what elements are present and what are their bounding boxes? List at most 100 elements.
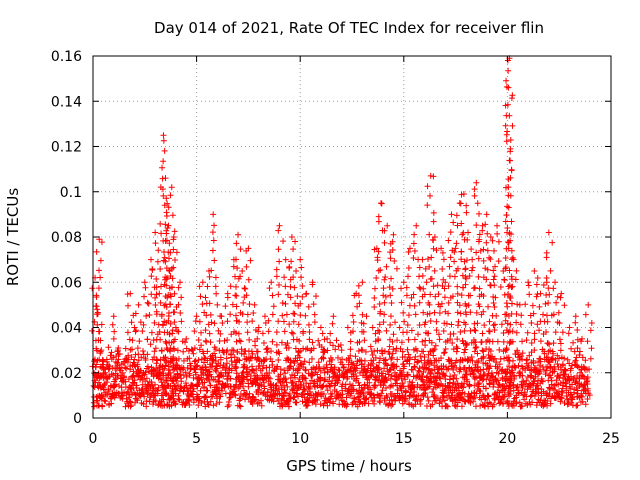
data-point [540, 281, 547, 288]
y-axis-label: ROTI / TECUs [4, 188, 22, 286]
data-point [174, 347, 181, 354]
data-point [387, 313, 394, 320]
data-point [349, 382, 356, 389]
data-point [124, 291, 131, 298]
data-point [576, 352, 583, 359]
data-point [387, 383, 394, 390]
data-point [569, 394, 576, 401]
data-point [449, 339, 456, 346]
data-point [429, 401, 436, 408]
data-point [458, 395, 465, 402]
data-point [236, 402, 243, 409]
data-point [241, 363, 248, 370]
data-point [263, 346, 270, 353]
data-point [186, 402, 193, 409]
data-point [254, 335, 261, 342]
data-point [517, 372, 524, 379]
data-point [355, 347, 362, 354]
data-point [503, 112, 510, 119]
data-point [413, 372, 420, 379]
data-point [335, 377, 342, 384]
data-point [460, 191, 467, 198]
data-point [371, 382, 378, 389]
data-point [255, 328, 262, 335]
data-point [164, 294, 171, 301]
data-point [326, 358, 333, 365]
data-point [259, 365, 266, 372]
data-point [235, 330, 242, 337]
data-point [202, 294, 209, 301]
data-point [416, 322, 423, 329]
data-point [163, 282, 170, 289]
data-point [279, 300, 286, 307]
data-point [569, 381, 576, 388]
data-point [530, 357, 537, 364]
data-point [102, 398, 109, 405]
data-point [483, 211, 490, 218]
data-point [268, 384, 275, 391]
data-point [582, 401, 589, 408]
data-point [443, 402, 450, 409]
data-point [155, 247, 162, 254]
data-point [189, 388, 196, 395]
data-point [502, 265, 509, 272]
data-point [258, 397, 265, 404]
data-point [275, 291, 282, 298]
data-point [431, 346, 438, 353]
data-point [292, 300, 299, 307]
data-point [201, 394, 208, 401]
data-point [485, 365, 492, 372]
data-point [463, 202, 470, 209]
data-point [248, 355, 255, 362]
data-point [208, 319, 215, 326]
data-point [317, 401, 324, 408]
data-point [163, 265, 170, 272]
data-point [305, 321, 312, 328]
data-point [212, 366, 219, 373]
data-point [555, 393, 562, 400]
data-point [376, 366, 383, 373]
data-point [388, 372, 395, 379]
data-point [315, 389, 322, 396]
data-point [426, 231, 433, 238]
data-point [314, 382, 321, 389]
data-point [285, 403, 292, 410]
x-axis-label: GPS time / hours [286, 457, 412, 475]
data-point [160, 396, 167, 403]
data-point [480, 308, 487, 315]
data-point [474, 366, 481, 373]
data-point [567, 365, 574, 372]
data-point [187, 385, 194, 392]
data-point [237, 246, 244, 253]
data-point [425, 357, 432, 364]
data-point [492, 263, 499, 270]
data-point [544, 340, 551, 347]
data-point [132, 310, 139, 317]
data-point [467, 292, 474, 299]
data-point [496, 361, 503, 368]
data-point [541, 348, 548, 355]
data-point [526, 291, 533, 298]
data-point [445, 299, 452, 306]
data-point [348, 390, 355, 397]
data-point [206, 273, 213, 280]
data-point [427, 291, 434, 298]
data-point [484, 266, 491, 273]
data-point [284, 340, 291, 347]
data-point [186, 393, 193, 400]
data-point [376, 329, 383, 336]
data-point [232, 256, 239, 263]
data-point [441, 372, 448, 379]
data-point [386, 400, 393, 407]
data-point [377, 310, 384, 317]
data-point [174, 374, 181, 381]
data-point [153, 311, 160, 318]
data-point [158, 230, 165, 237]
data-point [542, 371, 549, 378]
data-point [170, 366, 177, 373]
data-point [195, 337, 202, 344]
data-point [450, 375, 457, 382]
data-point [554, 361, 561, 368]
data-point [430, 245, 437, 252]
data-point [556, 336, 563, 343]
